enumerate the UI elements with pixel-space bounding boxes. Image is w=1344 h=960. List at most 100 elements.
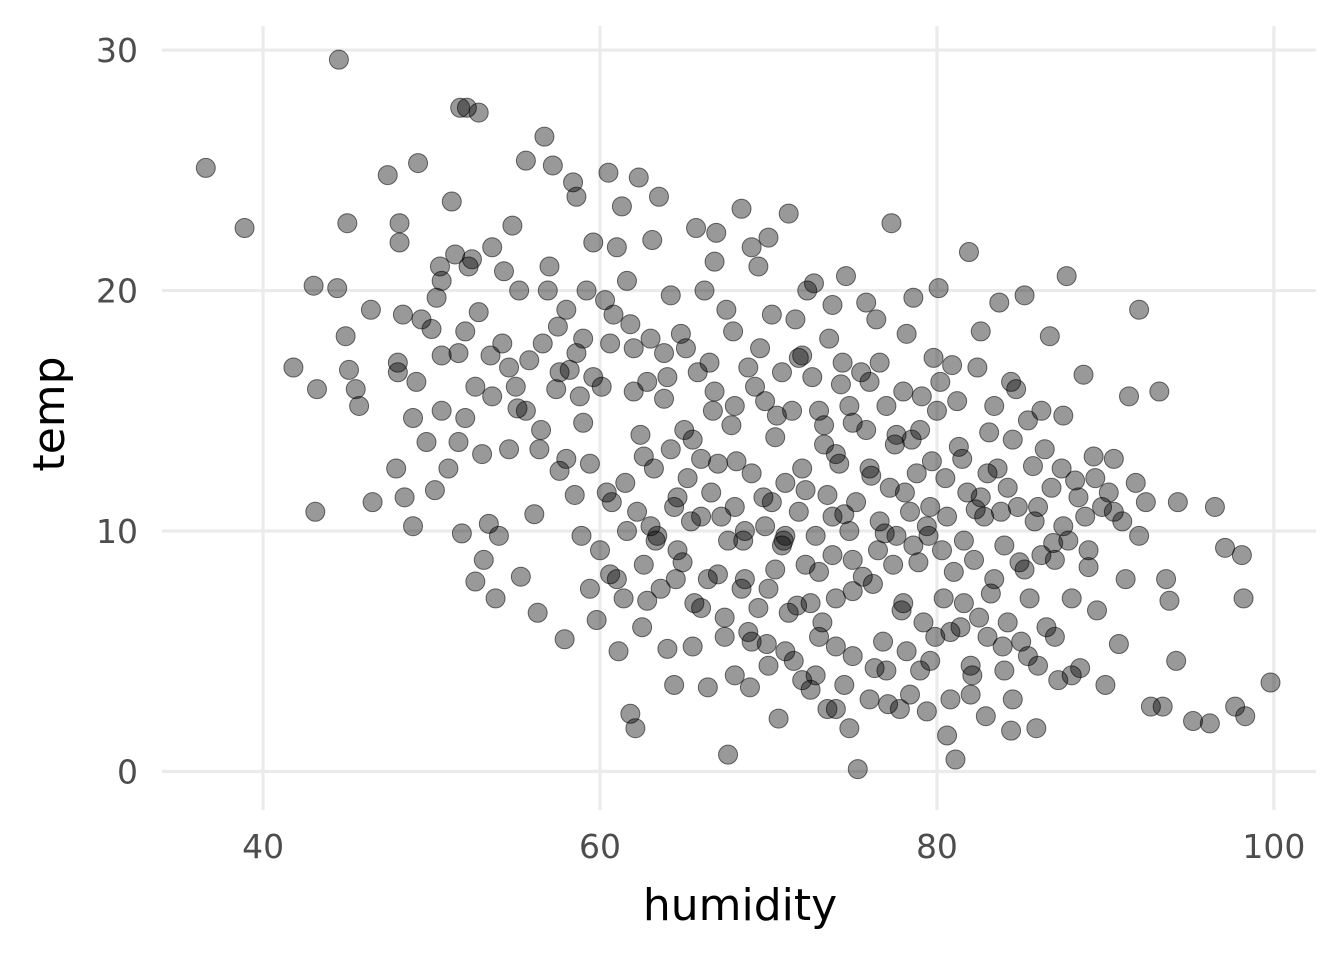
data-point [758,655,779,676]
data-point [856,292,877,313]
data-point [654,343,675,364]
data-point [748,597,769,618]
data-point [465,571,486,592]
data-point [701,482,722,503]
data-point [640,328,661,349]
data-point [940,622,961,643]
data-point [842,581,863,602]
data-point [748,256,769,277]
data-point [465,376,486,397]
data-point [724,395,745,416]
data-point [1044,549,1065,570]
data-point [1002,429,1023,450]
data-point [724,665,745,686]
data-point [524,504,545,525]
data-point [643,458,664,479]
data-point [930,371,951,392]
data-point [1026,718,1047,739]
data-point [590,540,611,561]
data-point [660,285,681,306]
data-point [485,588,506,609]
data-point [920,650,941,671]
data-point [947,391,968,412]
data-point [345,379,366,400]
data-point [606,237,627,258]
data-point [657,367,678,388]
data-point [429,256,450,277]
data-point [613,588,634,609]
data-point [691,506,712,527]
data-point [576,280,597,301]
data-point [881,213,902,234]
data-point [950,617,971,638]
data-point [923,347,944,368]
data-point [697,677,718,698]
data-point [911,386,932,407]
data-point [537,280,558,301]
data-point [1028,655,1049,676]
data-point [1119,386,1140,407]
data-point [694,280,715,301]
data-point [403,408,424,428]
data-point [839,521,860,542]
data-point [916,701,937,722]
data-point [873,631,894,652]
data-point [546,379,567,400]
data-point [625,718,646,739]
data-point [775,472,796,493]
data-point [664,674,685,695]
data-point [1183,711,1204,732]
data-point [928,278,949,299]
data-point [984,395,1005,416]
data-point [482,237,503,258]
data-point [445,244,466,265]
data-point [832,352,853,373]
data-point [554,629,575,650]
data-point [421,319,442,340]
data-point [884,434,905,455]
data-point [1001,720,1022,741]
data-point [809,626,830,647]
data-point [337,213,358,234]
data-point [519,350,540,371]
data-point [862,573,883,594]
data-point [305,501,326,522]
data-point [800,593,821,614]
data-point [893,381,914,402]
data-point [921,451,942,472]
data-point [913,612,934,633]
data-point [1140,696,1161,717]
data-point [792,670,813,691]
data-point [953,593,974,614]
data-point [967,357,988,378]
data-point [234,218,255,239]
data-point [825,698,846,719]
data-point [1199,713,1220,734]
data-point [637,590,658,611]
data-point [842,549,863,570]
data-point [741,631,762,652]
data-point [431,400,452,421]
data-point [451,523,472,544]
data-point [1235,706,1256,727]
data-point [1115,569,1136,590]
data-point [450,97,471,118]
data-point [1011,631,1032,652]
data-point [797,280,818,301]
data-point [899,501,920,522]
data-point [758,227,779,248]
data-point [945,749,966,770]
data-point [980,583,1001,604]
data-point [360,299,381,320]
data-point [992,636,1013,657]
data-point [778,602,799,623]
data-point [628,167,649,188]
data-point [718,744,739,765]
data-point [531,420,552,441]
data-point [979,422,1000,443]
data-point [893,593,914,614]
data-point [937,506,958,527]
data-point [648,186,669,207]
data-point [1260,672,1281,693]
